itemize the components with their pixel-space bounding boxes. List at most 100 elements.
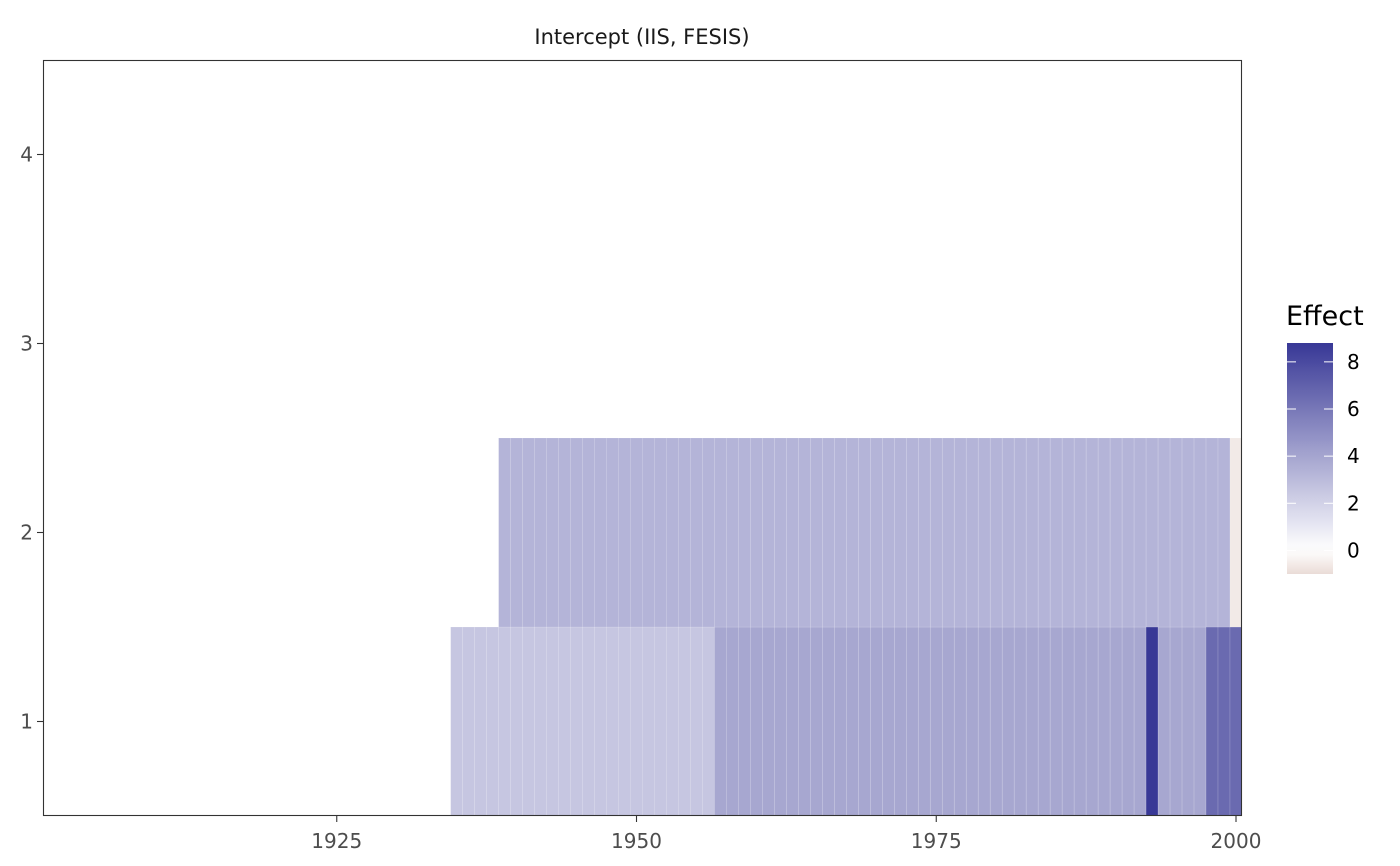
heatmap-cell — [594, 626, 607, 817]
legend-tick-label: 2 — [1347, 491, 1360, 515]
heatmap-cell — [642, 626, 655, 817]
heatmap-cell — [786, 437, 799, 628]
legend-tick-label: 6 — [1347, 397, 1360, 421]
heatmap-cell — [618, 626, 631, 817]
heatmap-cell — [1133, 626, 1147, 817]
y-tick-label: 4 — [20, 143, 33, 167]
heatmap-cell — [474, 626, 487, 817]
heatmap-cell — [1025, 626, 1039, 817]
heatmap-cell — [510, 626, 523, 817]
heatmap-cell — [870, 437, 883, 628]
heatmap-cells — [450, 437, 1243, 817]
heatmap-cell — [1133, 437, 1147, 628]
heatmap-cell — [858, 437, 871, 628]
heatmap-cell — [881, 626, 895, 817]
heatmap-cell — [570, 437, 583, 628]
heatmap-cell — [750, 626, 763, 817]
heatmap-cell — [486, 626, 499, 817]
heatmap-cell — [1073, 626, 1087, 817]
heatmap-cell — [666, 626, 679, 817]
heatmap-cell — [582, 626, 595, 817]
heatmap-cell — [1157, 626, 1171, 817]
heatmap-cell — [1121, 626, 1135, 817]
heatmap-cell — [1181, 437, 1195, 628]
heatmap-cell — [905, 437, 919, 628]
heatmap-cell — [929, 626, 943, 817]
heatmap-cell — [1097, 626, 1111, 817]
heatmap-cell — [510, 437, 523, 628]
heatmap-cell — [1049, 437, 1063, 628]
heatmap-cell — [846, 626, 859, 817]
heatmap-cell — [810, 626, 823, 817]
heatmap-cell — [965, 437, 979, 628]
heatmap-cell — [630, 437, 643, 628]
heatmap-cell — [774, 437, 787, 628]
legend: Effect 0 2 4 6 8 — [1286, 301, 1364, 574]
heatmap-cell — [462, 626, 475, 817]
heatmap-cell — [893, 437, 907, 628]
heatmap-cell — [822, 626, 835, 817]
heatmap-cell — [1145, 626, 1159, 817]
legend-ticks: 0 2 4 6 8 — [1287, 350, 1360, 562]
y-tick-label: 2 — [20, 521, 33, 545]
heatmap-cell — [450, 626, 463, 817]
heatmap-cell — [858, 626, 871, 817]
heatmap-cell — [810, 437, 823, 628]
heatmap-cell — [929, 437, 943, 628]
heatmap-cell — [1205, 437, 1219, 628]
heatmap-cell — [1121, 437, 1135, 628]
heatmap-cell — [1169, 626, 1183, 817]
heatmap-cell — [606, 626, 619, 817]
heatmap-cell — [762, 437, 775, 628]
heatmap-cell — [498, 437, 511, 628]
heatmap-cell — [822, 437, 835, 628]
heatmap-cell — [582, 437, 595, 628]
heatmap-cell — [1217, 626, 1231, 817]
heatmap-cell — [666, 437, 679, 628]
heatmap-cell — [654, 626, 667, 817]
heatmap-cell — [893, 626, 907, 817]
heatmap-cell — [678, 437, 691, 628]
heatmap-cell — [798, 626, 811, 817]
heatmap-cell — [1037, 437, 1051, 628]
x-tick-label: 1950 — [611, 829, 662, 853]
heatmap-cell — [642, 437, 655, 628]
heatmap-cell — [726, 626, 739, 817]
heatmap-cell — [798, 437, 811, 628]
heatmap-cell — [1205, 626, 1219, 817]
heatmap-cell — [546, 437, 559, 628]
heatmap-cell — [534, 626, 547, 817]
legend-colorbar — [1287, 343, 1333, 574]
heatmap-cell — [726, 437, 739, 628]
heatmap-cell — [1157, 437, 1171, 628]
x-axis: 1925 1950 1975 2000 — [311, 816, 1261, 853]
heatmap-cell — [1013, 437, 1027, 628]
heatmap-cell — [786, 626, 799, 817]
heatmap-cell — [690, 626, 703, 817]
heatmap-cell — [1145, 437, 1159, 628]
heatmap-cell — [1109, 626, 1123, 817]
heatmap-cell — [941, 626, 955, 817]
heatmap-cell — [498, 626, 511, 817]
heatmap-cell — [941, 437, 955, 628]
heatmap-cell — [714, 437, 727, 628]
y-tick-label: 1 — [20, 710, 33, 734]
heatmap-cell — [1193, 626, 1207, 817]
heatmap-cell — [1013, 626, 1027, 817]
heatmap-cell — [834, 626, 847, 817]
heatmap-cell — [1169, 437, 1183, 628]
heatmap-cell — [1061, 437, 1075, 628]
heatmap-cell — [762, 626, 775, 817]
heatmap-cell — [774, 626, 787, 817]
heatmap-cell — [953, 437, 967, 628]
heatmap-cell — [1025, 437, 1039, 628]
heatmap-cell — [714, 626, 727, 817]
heatmap-cell — [1229, 626, 1243, 817]
heatmap-cell — [917, 437, 931, 628]
heatmap-cell — [846, 437, 859, 628]
heatmap-cell — [678, 626, 691, 817]
heatmap-cell — [977, 626, 991, 817]
x-tick-label: 1975 — [911, 829, 962, 853]
heatmap-cell — [989, 437, 1003, 628]
